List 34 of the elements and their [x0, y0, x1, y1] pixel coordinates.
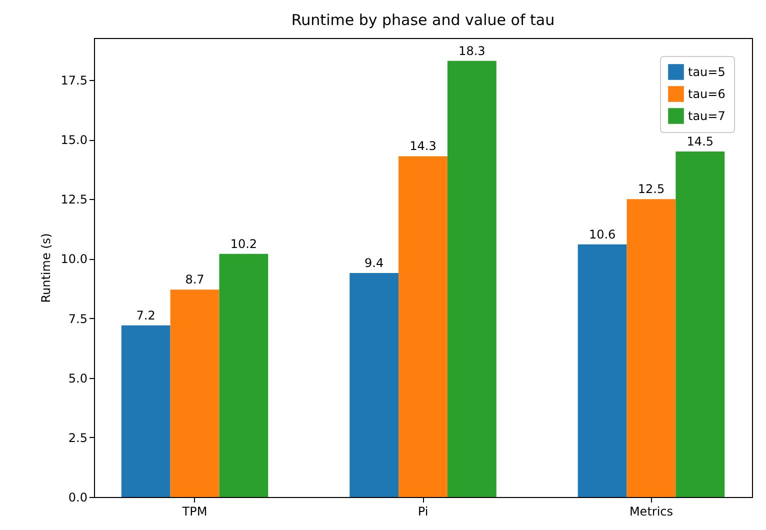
- data-label: 10.2: [230, 236, 258, 251]
- legend-label: tau=5: [688, 65, 726, 79]
- data-label: 9.4: [364, 256, 384, 270]
- data-label: 12.5: [638, 182, 665, 196]
- y-tick-label: 2.5: [68, 430, 88, 445]
- data-label: 7.2: [136, 308, 156, 322]
- y-tick-label: 15.0: [60, 133, 88, 148]
- legend-label: tau=7: [688, 109, 726, 123]
- bar: [676, 151, 725, 497]
- bar: [447, 60, 496, 497]
- data-label: 8.7: [185, 272, 204, 287]
- bar: [219, 254, 268, 497]
- data-label: 18.3: [458, 44, 486, 58]
- bar: [170, 290, 220, 497]
- bar: [578, 244, 627, 497]
- data-label: 10.6: [588, 227, 616, 242]
- x-tick-label: Metrics: [629, 504, 674, 518]
- y-tick-label: 12.5: [60, 192, 88, 207]
- bar: [626, 199, 676, 497]
- y-tick-label: 10.0: [60, 252, 88, 266]
- data-label: 14.5: [686, 134, 714, 148]
- x-tick-label: Pi: [418, 504, 428, 518]
- bar: [398, 156, 448, 497]
- y-tick-label: 17.5: [60, 73, 88, 88]
- data-label: 14.3: [410, 139, 436, 154]
- y-axis-title: Runtime (s): [38, 233, 53, 303]
- legend-label: tau=6: [688, 87, 726, 101]
- x-tick-label: TPM: [181, 504, 208, 518]
- y-tick-label: 5.0: [68, 371, 88, 386]
- y-tick-label: 0.0: [68, 490, 88, 504]
- chart-title: Runtime by phase and value of tau: [291, 11, 555, 29]
- y-tick-label: 7.5: [68, 312, 88, 326]
- bar: [350, 272, 399, 497]
- bar: [121, 325, 170, 497]
